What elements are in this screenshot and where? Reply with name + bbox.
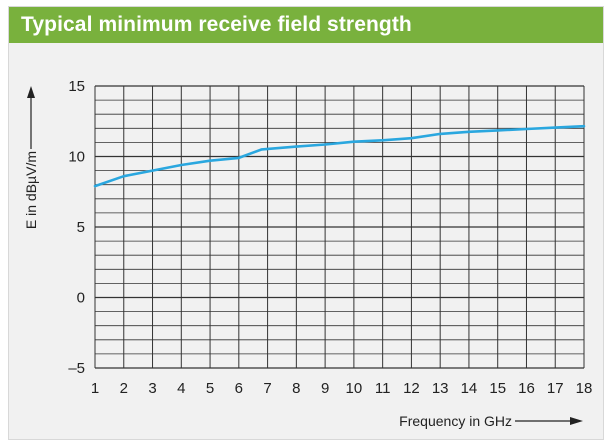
x-tick-label: 12: [403, 380, 420, 397]
chart-title: Typical minimum receive field strength: [21, 13, 412, 36]
x-axis-arrow-head: [570, 417, 583, 425]
series-line-1: [93, 124, 586, 188]
x-tick-label: 11: [375, 380, 391, 397]
x-tick-label: 2: [120, 380, 128, 397]
y-tick-label: 15: [68, 78, 85, 95]
x-tick-label: 10: [346, 380, 363, 397]
x-tick-label: 3: [148, 380, 156, 397]
x-tick-label: 16: [518, 380, 535, 397]
x-tick-label: 15: [489, 380, 506, 397]
x-tick-labels: 1 2 3 4 5 6 7 8 9 10 11 12 13 14 15 16 17 18: [91, 380, 593, 397]
y-tick-label: 10: [68, 149, 85, 166]
x-axis-label: Frequency in GHz: [399, 413, 512, 429]
x-tick-label: 7: [263, 380, 271, 397]
y-tick-label: –5: [68, 360, 85, 377]
x-tick-label: 14: [461, 380, 478, 397]
y-axis-label: E in dBµV/m: [23, 151, 39, 229]
y-tick-labels: –5 0 5 10 15: [68, 78, 85, 377]
x-tick-label: 8: [292, 380, 300, 397]
grid: [94, 85, 585, 369]
x-tick-label: 4: [177, 380, 185, 397]
x-tick-label: 5: [206, 380, 214, 397]
title-bar: Typical minimum receive field strength: [9, 7, 603, 43]
y-axis-arrow-head: [27, 86, 35, 98]
x-tick-label: 18: [576, 380, 593, 397]
y-tick-label: 0: [77, 290, 85, 307]
y-tick-label: 5: [77, 219, 85, 236]
x-tick-label: 6: [235, 380, 243, 397]
series-lines: [93, 124, 586, 188]
x-tick-label: 17: [547, 380, 564, 397]
x-tick-label: 1: [91, 380, 99, 397]
x-tick-label: 13: [432, 380, 449, 397]
x-tick-label: 9: [321, 380, 329, 397]
